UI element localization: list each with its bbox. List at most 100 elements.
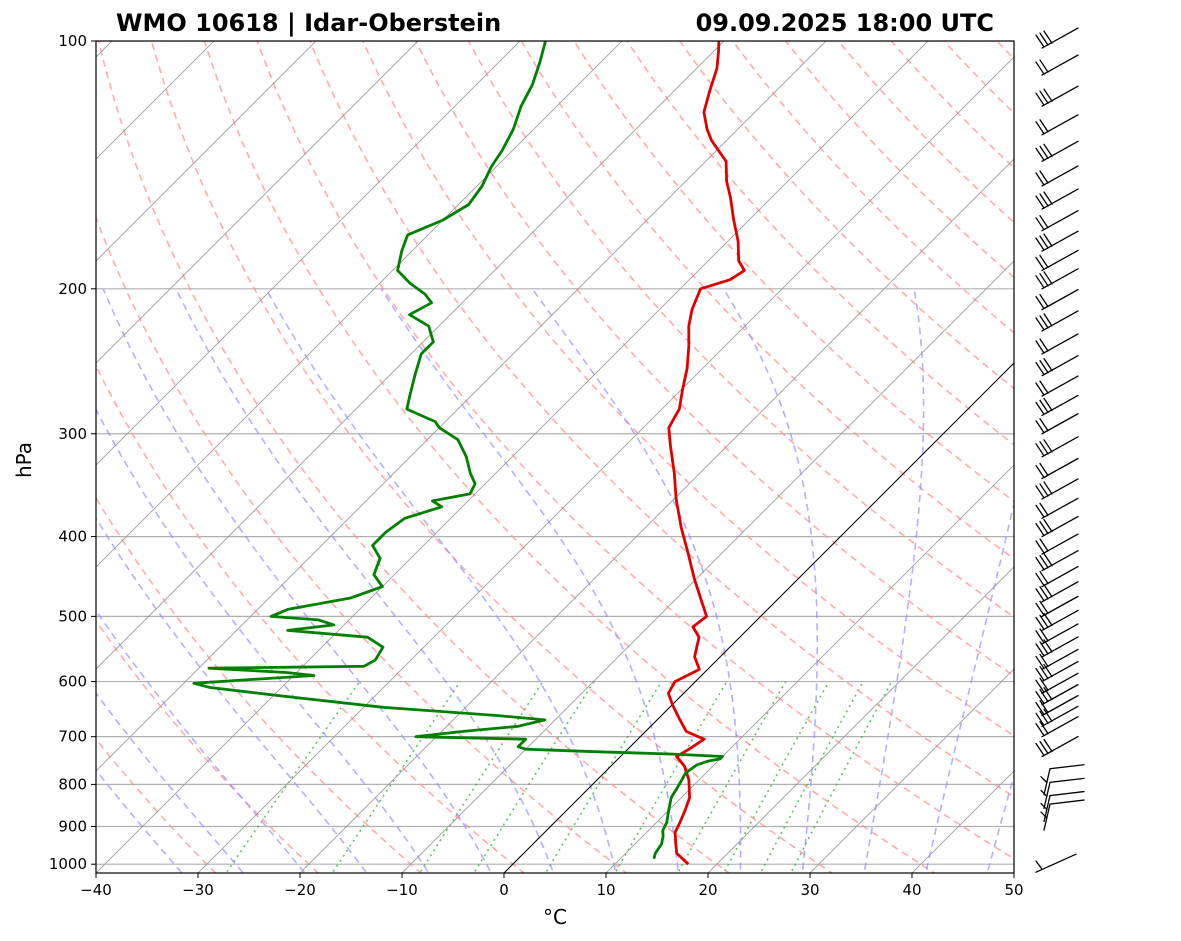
wind-barb	[1035, 497, 1079, 519]
wind-barb	[1035, 54, 1079, 76]
mixing-ratio-line	[759, 681, 864, 873]
isotherm	[96, 41, 215, 160]
dry-adiabat	[731, 41, 1014, 334]
dewpoint-profile	[192, 41, 724, 860]
wind-barb	[1035, 165, 1079, 187]
mixing-ratio-line	[614, 681, 728, 873]
wind-barb	[1035, 188, 1079, 210]
wind-barb	[1035, 694, 1079, 717]
y-axis-ticks: 1000 900 800 700 600 500 400 300 200 100	[49, 32, 96, 873]
x-tick-label: 10	[596, 881, 615, 899]
wind-barb	[1035, 249, 1079, 272]
moist-adiabat	[175, 288, 555, 873]
isotherm	[96, 41, 623, 568]
isotherm	[96, 41, 317, 262]
dry-adiabat	[256, 41, 1014, 860]
isotherm	[809, 668, 1014, 873]
wind-barb	[1035, 27, 1079, 49]
dry-adiabat	[150, 41, 834, 873]
wind-barb	[1040, 764, 1085, 796]
y-tick-label: 400	[58, 528, 87, 546]
y-tick-label: 800	[58, 775, 87, 793]
mixing-ratio-lines	[224, 681, 893, 873]
moist-adiabat	[96, 691, 245, 873]
dry-adiabat	[96, 619, 320, 873]
y-tick-label: 500	[58, 607, 87, 625]
isotherm	[503, 362, 1014, 873]
moist-adiabat	[986, 773, 1014, 873]
wind-barb	[1035, 375, 1079, 397]
wind-barb	[1035, 85, 1079, 107]
x-axis-ticks: −40 −30 −20 −10 0 10 20 30 40 50	[80, 873, 1024, 899]
moist-adiabat	[96, 768, 183, 873]
mixing-ratio-line	[544, 681, 663, 873]
x-tick-label: 20	[698, 881, 717, 899]
moist-adiabat	[96, 516, 368, 873]
y-tick-label: 300	[58, 425, 87, 443]
wind-barb	[1035, 394, 1079, 417]
isotherm	[1013, 872, 1014, 873]
y-tick-label: 100	[58, 32, 87, 50]
plot-frame	[95, 40, 1015, 874]
isotherm	[1091, 3, 1181, 898]
y-tick-label: 1000	[49, 855, 87, 873]
moist-adiabat	[531, 288, 742, 873]
wind-barb	[1035, 550, 1079, 572]
x-tick-label: 50	[1004, 881, 1023, 899]
y-tick-label: 700	[58, 728, 87, 746]
x-tick-label: −40	[80, 881, 112, 899]
wind-barb	[1035, 114, 1079, 136]
dry-adiabats	[96, 41, 1014, 873]
mixing-ratio-line	[224, 681, 361, 873]
wind-barb	[1040, 799, 1085, 831]
isotherm	[401, 260, 1014, 873]
temperature-profile	[667, 41, 746, 866]
isotherm	[707, 566, 1014, 873]
wind-barb	[1035, 210, 1079, 232]
isotherm	[96, 41, 521, 466]
wind-barb	[1035, 660, 1079, 683]
isotherm	[96, 41, 725, 670]
dry-adiabat	[96, 496, 423, 873]
moist-adiabat	[924, 500, 1014, 873]
wind-barb	[1035, 648, 1079, 671]
isotherms	[96, 3, 1181, 898]
wind-barb	[1035, 355, 1079, 377]
x-tick-label: 40	[902, 881, 921, 899]
wind-barb	[1035, 716, 1079, 738]
wind-barb	[1035, 705, 1079, 727]
x-tick-label: −20	[284, 881, 316, 899]
isotherm	[197, 56, 1014, 873]
dry-adiabat	[678, 41, 1014, 390]
moist-adiabat	[863, 288, 925, 873]
dry-adiabat	[890, 41, 1014, 169]
wind-barbs	[1035, 27, 1085, 873]
isotherm	[96, 41, 419, 364]
moist-adiabat	[380, 288, 680, 873]
wind-barb	[1035, 457, 1079, 480]
mixing-ratio-line	[418, 681, 544, 873]
wind-barb	[1035, 288, 1079, 311]
dry-adiabat	[784, 41, 1014, 279]
x-tick-label: −30	[182, 881, 214, 899]
wind-barb	[1035, 683, 1079, 706]
wind-barb	[1035, 533, 1079, 555]
profile-series	[192, 41, 746, 866]
wind-barb	[1035, 268, 1079, 290]
x-axis-label: °C	[543, 905, 567, 929]
y-tick-label: 900	[58, 818, 87, 836]
dry-adiabat	[361, 41, 1014, 737]
wind-barb	[1035, 672, 1079, 694]
wind-barb	[1035, 581, 1079, 603]
mixing-ratio-line	[789, 681, 893, 873]
dry-adiabat	[995, 41, 1014, 60]
chart-title-time: 09.09.2025 18:00 UTC	[696, 9, 994, 37]
wind-barb	[1035, 595, 1079, 618]
moist-adiabat	[722, 288, 819, 873]
dry-adiabat	[467, 41, 1014, 618]
wind-barb	[1035, 853, 1077, 873]
wind-barb	[1035, 478, 1079, 500]
isotherm	[605, 464, 1014, 873]
wind-barb	[1035, 140, 1079, 162]
